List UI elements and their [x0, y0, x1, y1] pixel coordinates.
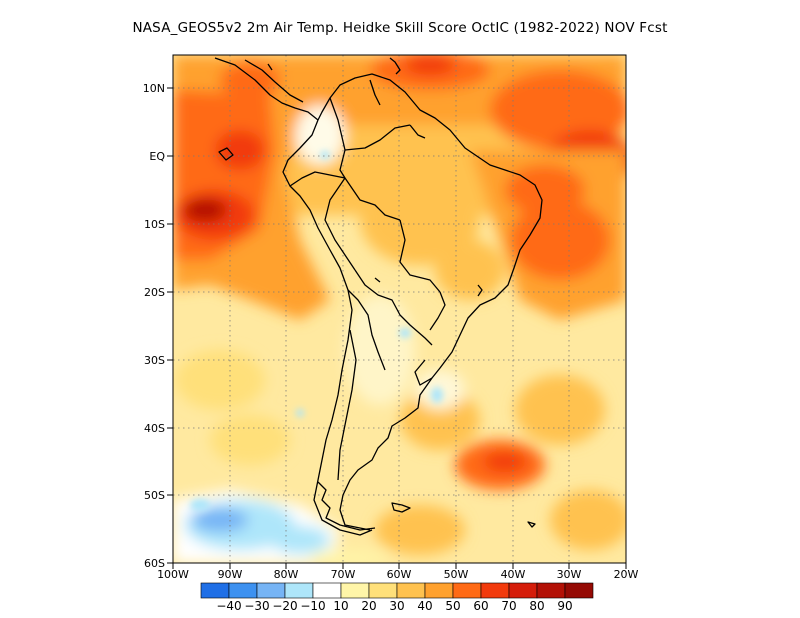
colorbar-swatch — [480, 582, 510, 599]
colorbar-label: 10 — [333, 599, 348, 613]
colorbar-label: −20 — [272, 599, 297, 613]
colorbar-label: 40 — [417, 599, 432, 613]
lon-label: 70W — [331, 568, 356, 581]
lon-label: 20W — [614, 568, 639, 581]
lat-label: 20S — [144, 286, 165, 299]
colorbar-label: −10 — [300, 599, 325, 613]
lon-label: 30W — [557, 568, 582, 581]
lat-label: 10N — [143, 82, 165, 95]
colorbar-swatch — [340, 582, 370, 599]
colorbar-label: 90 — [557, 599, 572, 613]
lat-label: 10S — [144, 218, 165, 231]
colorbar-label: 50 — [445, 599, 460, 613]
lon-label: 100W — [157, 568, 189, 581]
lat-label: 60S — [144, 557, 165, 570]
colorbar-swatch — [200, 582, 230, 599]
colorbar-swatch — [312, 582, 342, 599]
lon-label: 50W — [444, 568, 469, 581]
colorbar-swatch — [536, 582, 566, 599]
lon-label: 80W — [274, 568, 299, 581]
lat-label: EQ — [149, 150, 165, 163]
colorbar-swatch — [396, 582, 426, 599]
colorbar-label: −30 — [244, 599, 269, 613]
colorbar-swatch — [228, 582, 258, 599]
coastlines — [214, 57, 543, 536]
colorbar-label: 60 — [473, 599, 488, 613]
colorbar-swatch — [368, 582, 398, 599]
colorbar-swatch — [452, 582, 482, 599]
colorbar-swatch — [256, 582, 286, 599]
lon-label: 40W — [501, 568, 526, 581]
colorbar-swatch — [424, 582, 454, 599]
lat-label: 40S — [144, 422, 165, 435]
longitude-axis: 100W 90W 80W 70W 60W 50W 40W 30W 20W — [157, 568, 638, 581]
colorbar-swatch — [564, 582, 594, 599]
colorbar-label: 30 — [389, 599, 404, 613]
lon-label: 60W — [387, 568, 412, 581]
lat-label: 50S — [144, 489, 165, 502]
latitude-axis: 10N EQ 10S 20S 30S 40S 50S 60S — [143, 82, 166, 570]
colorbar-swatch — [508, 582, 538, 599]
colorbar-label: 20 — [361, 599, 376, 613]
colorbar-swatch — [284, 582, 314, 599]
lat-label: 30S — [144, 354, 165, 367]
colorbar-label: −40 — [216, 599, 241, 613]
colorbar-label: 70 — [501, 599, 516, 613]
map-title: NASA_GEOS5v2 2m Air Temp. Heidke Skill S… — [132, 20, 668, 36]
lon-label: 90W — [218, 568, 243, 581]
skill-field — [173, 55, 626, 563]
colorbar-labels: −40 −30 −20 −10 10 20 30 40 50 60 70 80 90 — [216, 599, 572, 613]
colorbar-label: 80 — [529, 599, 544, 613]
colorbar — [200, 582, 594, 599]
